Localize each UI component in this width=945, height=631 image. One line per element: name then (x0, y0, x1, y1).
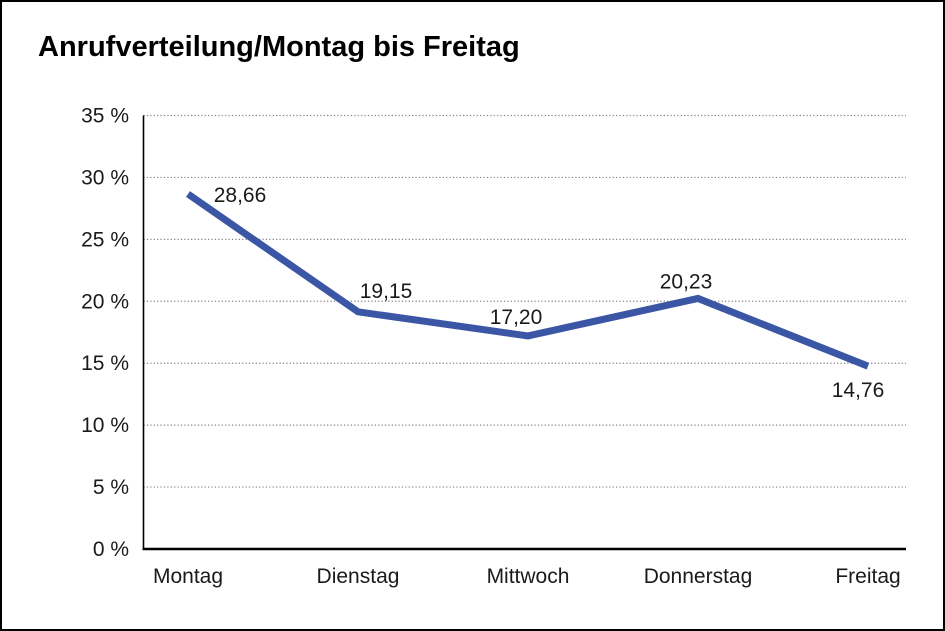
y-axis-label: 10 % (81, 414, 129, 437)
data-point-label: 19,15 (360, 280, 413, 303)
chart-title: Anrufverteilung/Montag bis Freitag (38, 31, 520, 63)
data-point-label: 17,20 (490, 306, 543, 329)
y-axis-label: 30 % (81, 166, 129, 189)
y-axis-label: 35 % (81, 105, 129, 128)
y-axis-label: 25 % (81, 228, 129, 251)
data-point-label: 14,76 (832, 379, 885, 402)
x-axis-label: Dienstag (317, 565, 400, 588)
x-axis-label: Donnerstag (644, 565, 753, 588)
data-line (186, 191, 870, 370)
y-axis-label: 15 % (81, 352, 129, 375)
x-axis-label: Freitag (835, 565, 900, 588)
x-axis-label: Montag (153, 565, 223, 588)
data-point-label: 20,23 (660, 270, 713, 293)
y-axis-label: 5 % (93, 476, 129, 499)
y-axis-label: 20 % (81, 290, 129, 313)
y-axis-label: 0 % (93, 538, 129, 561)
data-point-label: 28,66 (214, 184, 267, 207)
x-axis-label: Mittwoch (487, 565, 570, 588)
